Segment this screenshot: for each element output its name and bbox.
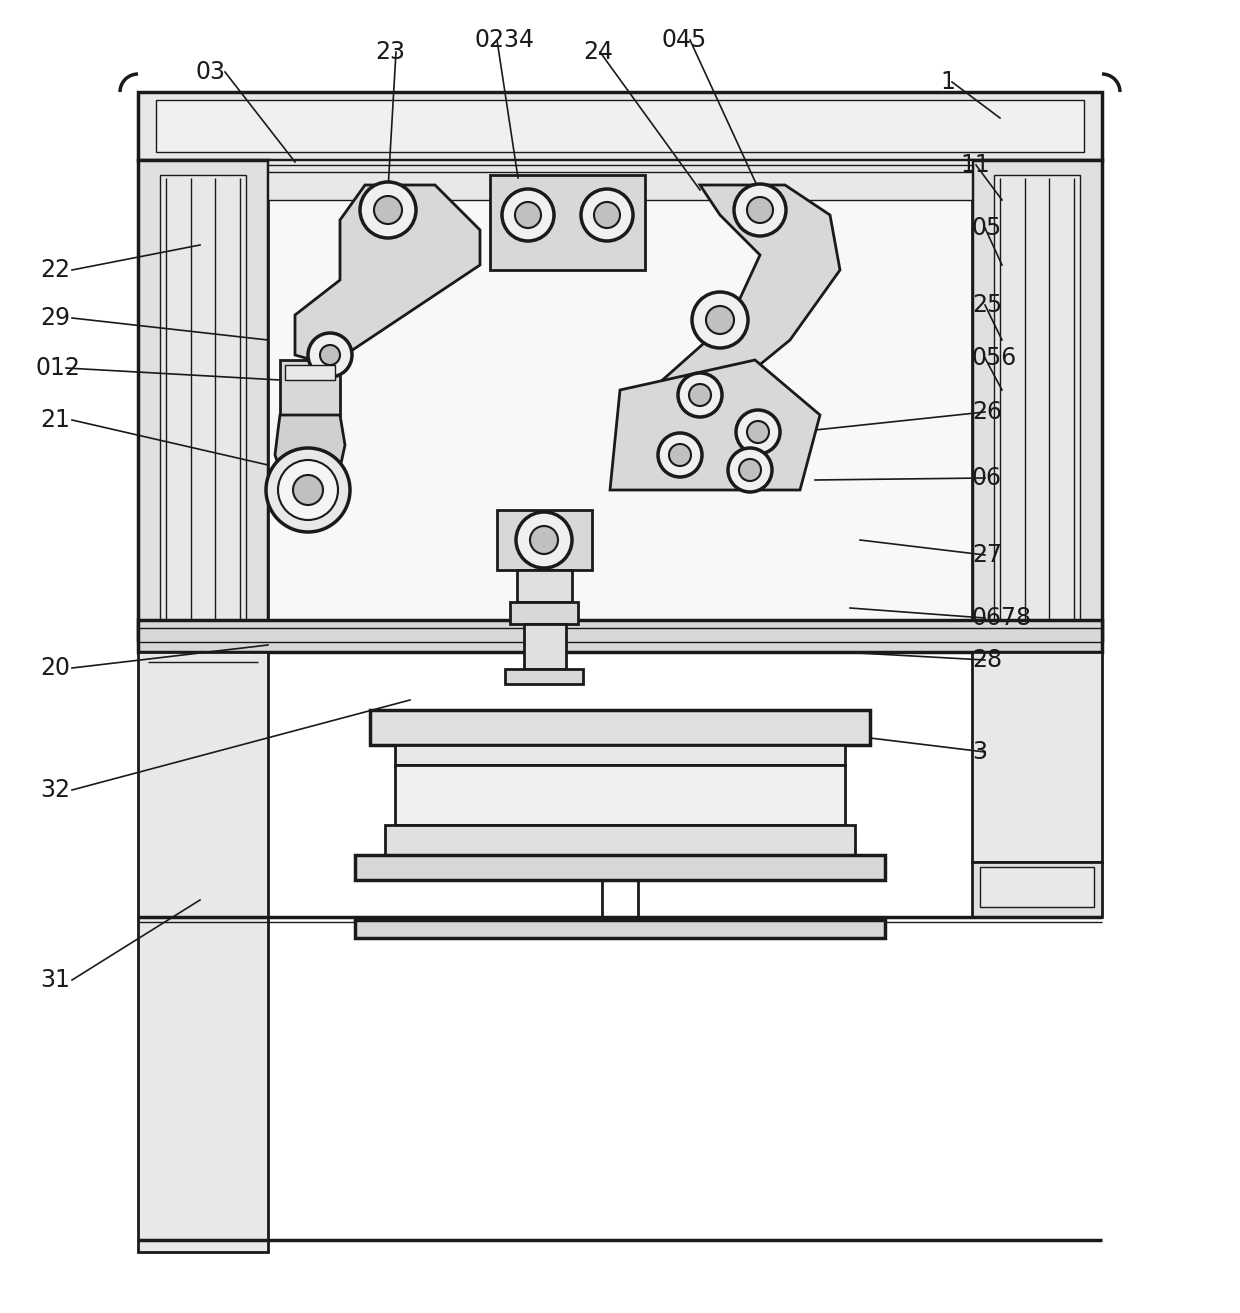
- Bar: [994, 175, 1080, 630]
- Text: 03: 03: [195, 60, 224, 84]
- Text: 32: 32: [40, 779, 69, 802]
- Circle shape: [582, 189, 632, 242]
- Bar: [497, 509, 591, 570]
- Bar: [517, 570, 572, 601]
- Circle shape: [515, 202, 541, 228]
- Circle shape: [267, 448, 350, 532]
- Circle shape: [278, 460, 339, 520]
- Text: 11: 11: [960, 154, 990, 177]
- Bar: [138, 653, 268, 1253]
- Text: 29: 29: [40, 306, 69, 330]
- Bar: [972, 160, 1102, 639]
- Polygon shape: [640, 185, 839, 440]
- Circle shape: [670, 444, 691, 466]
- Text: 012: 012: [35, 356, 79, 379]
- Bar: [370, 710, 870, 744]
- Bar: [138, 92, 1102, 160]
- Circle shape: [734, 184, 786, 236]
- Circle shape: [746, 421, 769, 442]
- Polygon shape: [295, 185, 480, 365]
- Text: 31: 31: [40, 968, 69, 993]
- Text: 22: 22: [40, 257, 69, 282]
- Circle shape: [706, 306, 734, 334]
- Bar: [396, 744, 844, 765]
- Bar: [156, 100, 1084, 152]
- Text: 28: 28: [972, 649, 1002, 672]
- Circle shape: [516, 512, 572, 569]
- Bar: [355, 855, 885, 880]
- Circle shape: [374, 196, 402, 225]
- Text: 23: 23: [374, 39, 405, 64]
- Circle shape: [658, 433, 702, 477]
- Text: 20: 20: [40, 656, 69, 680]
- Circle shape: [746, 197, 773, 223]
- Polygon shape: [610, 360, 820, 490]
- Bar: [525, 624, 565, 670]
- Bar: [355, 920, 885, 937]
- Text: 05: 05: [972, 217, 1002, 240]
- Bar: [268, 160, 972, 639]
- Bar: [138, 160, 268, 639]
- Circle shape: [293, 475, 322, 506]
- Polygon shape: [275, 415, 345, 481]
- Circle shape: [737, 410, 780, 454]
- Bar: [384, 825, 856, 855]
- Bar: [138, 620, 1102, 653]
- Text: 21: 21: [40, 408, 69, 432]
- Bar: [268, 160, 972, 200]
- Bar: [160, 175, 246, 630]
- Circle shape: [594, 202, 620, 228]
- Circle shape: [529, 527, 558, 554]
- Text: 0678: 0678: [972, 607, 1032, 630]
- Bar: [980, 867, 1094, 907]
- Bar: [972, 653, 1102, 863]
- Bar: [280, 360, 340, 415]
- Text: 27: 27: [972, 544, 1002, 567]
- Circle shape: [678, 373, 722, 418]
- Text: 3: 3: [972, 741, 987, 764]
- Circle shape: [728, 448, 773, 492]
- Text: 25: 25: [972, 293, 1002, 316]
- Text: 0234: 0234: [475, 28, 534, 53]
- Text: 045: 045: [662, 28, 707, 53]
- Text: 26: 26: [972, 400, 1002, 424]
- Bar: [285, 365, 335, 379]
- Text: 06: 06: [972, 466, 1002, 490]
- Bar: [510, 601, 578, 624]
- Circle shape: [739, 460, 761, 481]
- Circle shape: [360, 183, 415, 238]
- Text: 24: 24: [583, 39, 613, 64]
- Circle shape: [502, 189, 554, 242]
- Bar: [505, 670, 583, 684]
- Bar: [396, 765, 844, 825]
- Circle shape: [320, 345, 340, 365]
- Text: 1: 1: [940, 70, 955, 95]
- Bar: [972, 863, 1102, 916]
- Circle shape: [308, 334, 352, 377]
- Text: 056: 056: [972, 347, 1017, 370]
- Circle shape: [689, 383, 711, 406]
- Circle shape: [692, 291, 748, 348]
- Polygon shape: [490, 175, 645, 270]
